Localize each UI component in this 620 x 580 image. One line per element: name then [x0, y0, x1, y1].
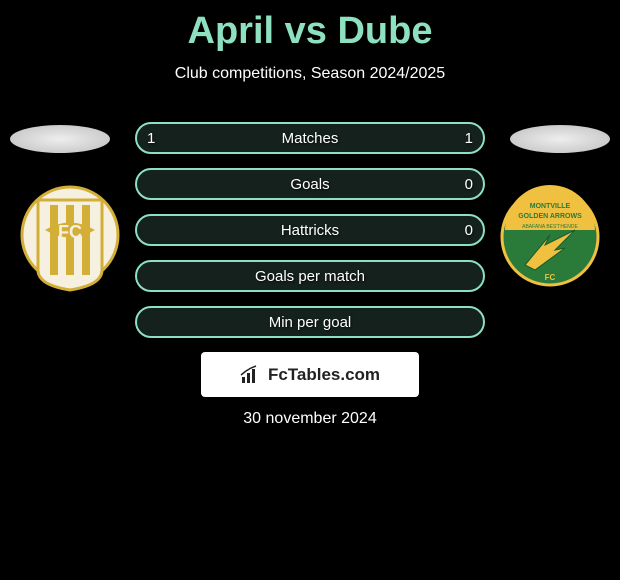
player-photo-right [510, 125, 610, 153]
comparison-title: April vs Dube [0, 0, 620, 53]
stat-row-goals-per-match: Goals per match [135, 260, 485, 292]
stat-label: Min per goal [269, 314, 352, 331]
chart-icon [240, 365, 264, 385]
club-logo-right: MONTVILLE GOLDEN ARROWS ABAFANA BES'THEN… [500, 180, 600, 295]
stat-label: Goals per match [255, 268, 365, 285]
stat-label: Goals [290, 176, 329, 193]
stat-right-value: 1 [465, 130, 473, 147]
subtitle: Club competitions, Season 2024/2025 [0, 65, 620, 83]
stat-label: Hattricks [281, 222, 339, 239]
stat-row-goals: Goals 0 [135, 168, 485, 200]
stat-row-min-per-goal: Min per goal [135, 306, 485, 338]
stat-label: Matches [282, 130, 339, 147]
stats-container: 1 Matches 1 Goals 0 Hattricks 0 Goals pe… [135, 122, 485, 352]
svg-text:MONTVILLE: MONTVILLE [530, 203, 571, 210]
svg-text:ABAFANA BES'THENDE: ABAFANA BES'THENDE [522, 224, 578, 230]
stat-row-matches: 1 Matches 1 [135, 122, 485, 154]
player-photo-left [10, 125, 110, 153]
comparison-date: 30 november 2024 [0, 410, 620, 428]
svg-text:FC: FC [545, 273, 556, 282]
svg-text:GOLDEN ARROWS: GOLDEN ARROWS [518, 213, 582, 220]
club-logo-left: FC [20, 180, 120, 295]
stat-right-value: 0 [465, 176, 473, 193]
branding-text: FcTables.com [268, 365, 380, 385]
stat-row-hattricks: Hattricks 0 [135, 214, 485, 246]
svg-text:FC: FC [58, 222, 82, 242]
stat-left-value: 1 [147, 130, 155, 147]
stat-right-value: 0 [465, 222, 473, 239]
branding-badge: FcTables.com [201, 352, 419, 397]
